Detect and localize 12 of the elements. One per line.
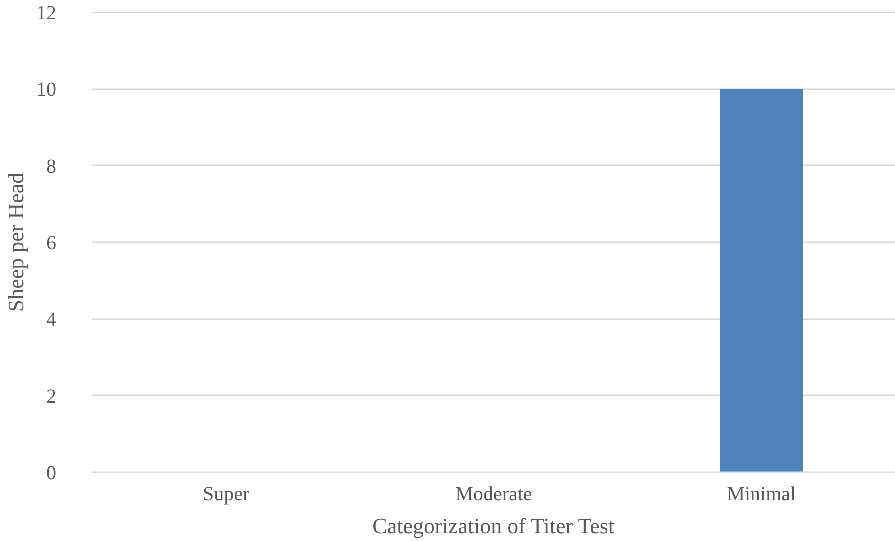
x-tick-label: Super xyxy=(203,484,250,506)
y-axis-title: Sheep per Head xyxy=(4,172,28,312)
y-tick-label: 2 xyxy=(46,386,56,408)
y-tick-label: 4 xyxy=(46,309,56,332)
x-tick-label: Moderate xyxy=(456,484,532,506)
y-tick-label: 8 xyxy=(46,156,56,178)
x-tick-label: Minimal xyxy=(727,484,797,506)
y-tick-label: 0 xyxy=(46,462,56,484)
y-tick-label: 6 xyxy=(46,232,56,254)
y-tick-label: 12 xyxy=(36,2,56,24)
x-axis-title: Categorization of Titer Test xyxy=(372,514,615,538)
y-tick-label: 10 xyxy=(36,79,56,102)
